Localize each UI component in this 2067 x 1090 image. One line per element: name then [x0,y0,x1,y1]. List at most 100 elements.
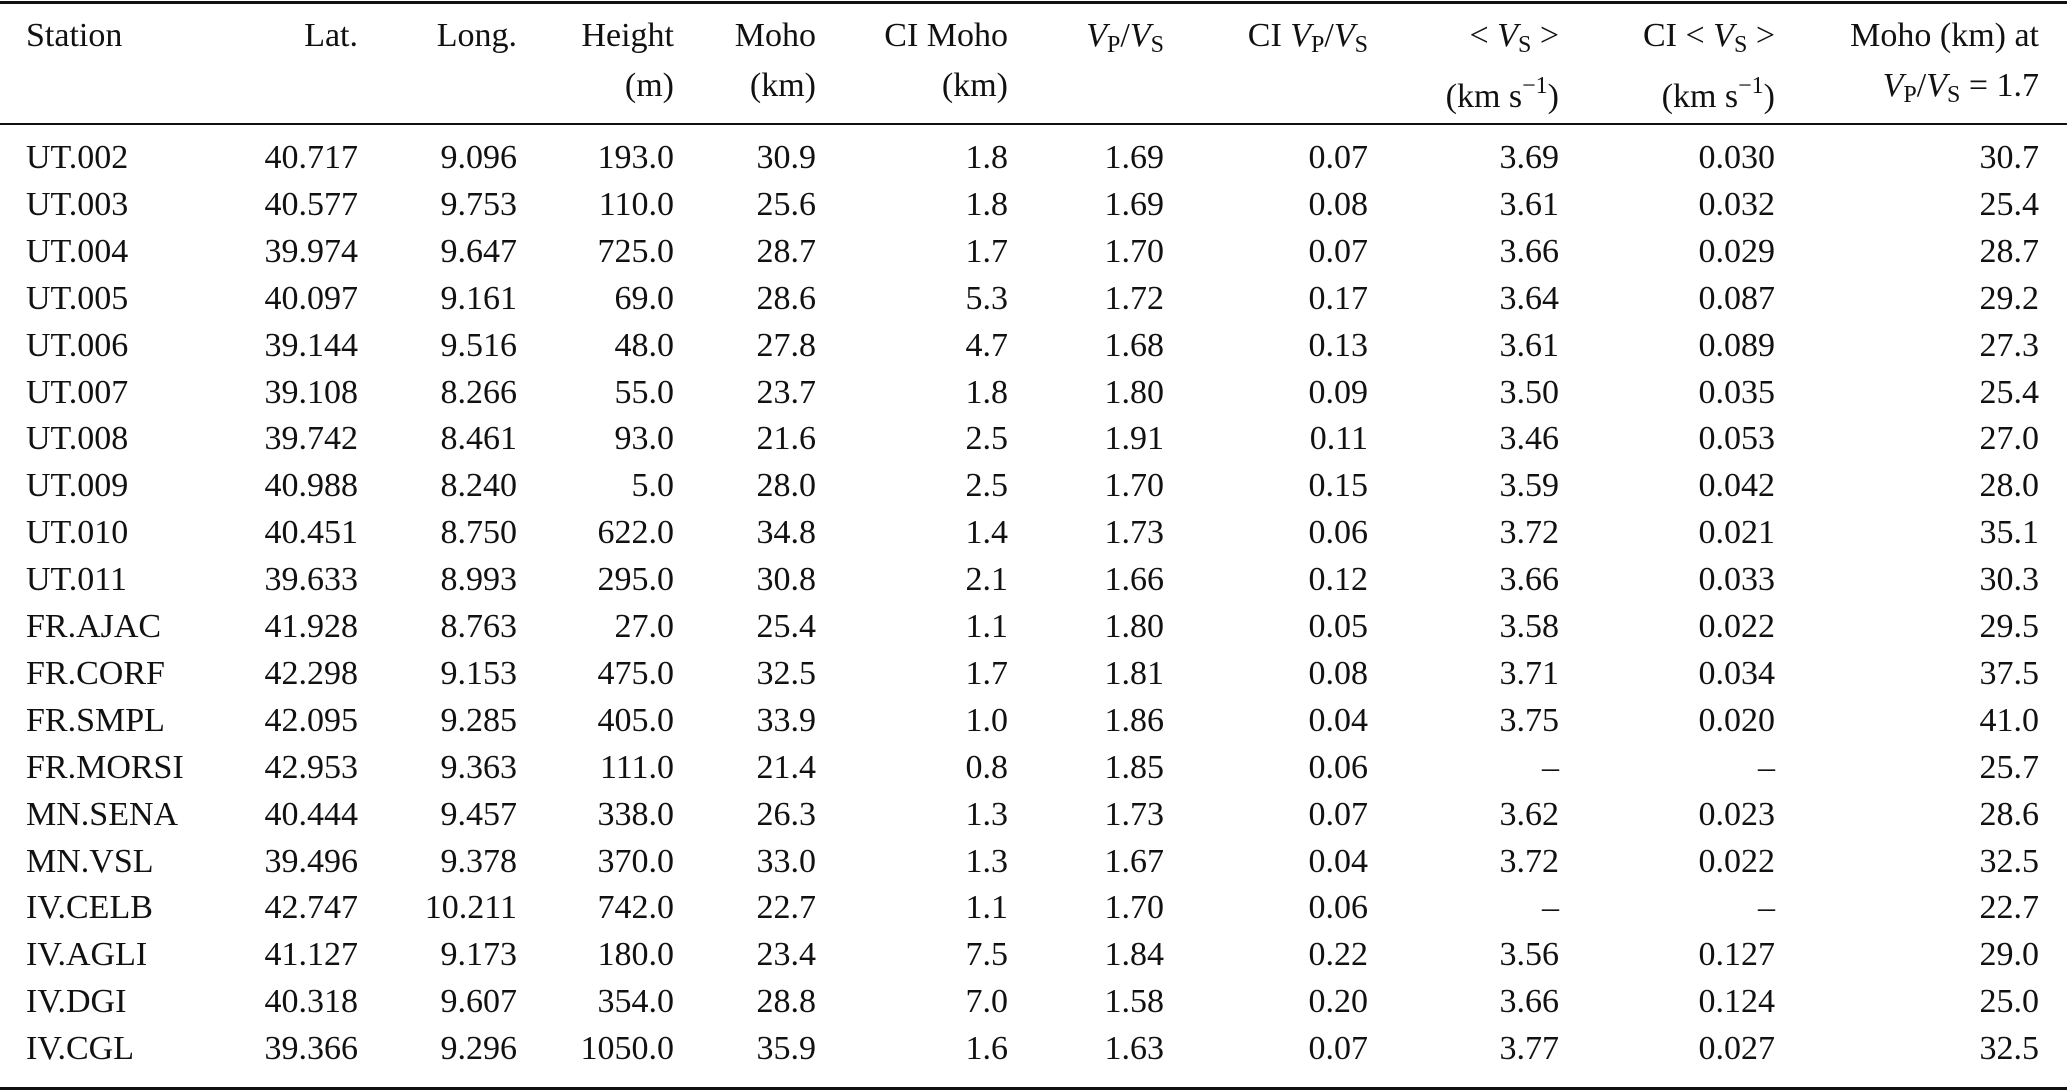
station-cell: UT.004 [26,232,129,270]
value-cell: 0.087 [1698,279,1776,317]
value-cell: 9.173 [440,936,518,974]
station-cell: UT.003 [26,185,129,223]
value-cell: 40.097 [264,279,359,317]
header-text: > [1531,17,1559,54]
header-cell: VP/VS [1086,16,1164,58]
header-cell: Long. [437,16,517,56]
value-cell: 1.3 [965,842,1009,880]
value-cell: 0.06 [1308,748,1369,786]
value-cell: 40.988 [264,467,359,505]
value-cell: 8.461 [440,420,518,458]
value-cell: 0.07 [1308,795,1369,833]
value-cell: 1.69 [1104,185,1165,223]
value-cell: 23.7 [756,373,817,411]
value-cell: 1.70 [1104,889,1165,927]
value-cell: 3.58 [1499,608,1560,645]
value-cell: – [1542,889,1559,927]
header-text: Lat. [304,17,358,54]
station-cell: UT.005 [26,279,129,317]
value-cell: – [1758,889,1775,927]
station-cell: UT.002 [26,139,129,176]
header-cell: (m) [625,66,674,106]
value-cell: 32.5 [756,654,817,692]
value-cell: 1.1 [965,608,1009,645]
value-cell: 29.0 [1979,936,2040,974]
value-cell: 3.69 [1499,139,1560,176]
header-cell: Lat. [304,16,358,56]
value-cell: 1.91 [1104,420,1165,458]
value-cell: 0.022 [1698,842,1776,880]
value-cell: 34.8 [756,514,817,552]
value-cell: 22.7 [1979,889,2040,927]
value-cell: 1.81 [1104,654,1165,692]
value-cell: 69.0 [614,279,675,317]
value-cell: 1.84 [1104,936,1165,974]
header-text: Moho (km) at [1850,17,2039,54]
value-cell: 1.6 [965,1030,1009,1068]
header-text: V [1086,17,1108,54]
header-text: S [1150,32,1164,58]
header-text: / [1120,17,1130,54]
value-cell: 25.6 [756,185,817,223]
value-cell: 93.0 [614,420,675,458]
value-cell: 25.7 [1979,748,2040,786]
value-cell: 1.63 [1104,1030,1165,1068]
header-text: V [1497,17,1518,54]
value-cell: 0.021 [1698,514,1776,552]
value-cell: 26.3 [756,795,817,833]
header-text: P [1903,82,1917,108]
header-text: P [1311,32,1325,58]
value-cell: 1.8 [965,139,1009,176]
value-cell: 0.06 [1308,889,1369,927]
station-cell: FR.CORF [26,654,165,692]
value-cell: 32.5 [1979,1030,2040,1068]
value-cell: 1.3 [965,795,1009,833]
value-cell: 39.496 [264,842,359,880]
value-cell: 39.974 [264,232,359,270]
value-cell: 9.096 [440,139,518,176]
header-text: CI [1247,17,1291,54]
value-cell: 28.7 [1979,232,2040,270]
value-cell: 8.240 [440,467,518,505]
value-cell: 35.1 [1979,514,2040,552]
value-cell: 25.4 [1979,185,2040,223]
value-cell: 35.9 [756,1030,817,1068]
value-cell: 1.86 [1104,701,1165,739]
value-cell: 1.0 [965,701,1009,739]
station-cell: IV.CELB [26,889,153,927]
value-cell: 28.8 [756,983,817,1021]
value-cell: 42.953 [264,748,359,786]
value-cell: 2.5 [965,467,1009,505]
header-text: V [1713,17,1734,54]
header-cell: (km s−1) [1662,66,1775,115]
value-cell: 1.85 [1104,748,1165,786]
value-cell: 40.717 [264,139,359,176]
value-cell: 28.6 [1979,795,2040,833]
value-cell: 0.07 [1308,139,1369,176]
value-cell: 30.9 [756,139,817,176]
header-text: (km s [1661,78,1739,115]
value-cell: 370.0 [597,842,675,880]
value-cell: 0.030 [1698,139,1776,176]
header-cell: CI Moho [884,16,1008,56]
header-cell: Height [581,16,674,56]
header-cell: < VS > [1469,16,1559,58]
value-cell: 42.747 [264,889,359,927]
header-cell: (km) [750,66,816,106]
value-cell: 25.4 [756,608,817,645]
value-cell: 1.70 [1104,467,1165,505]
header-text: S [1733,32,1748,58]
value-cell: 9.647 [440,232,518,270]
value-cell: 110.0 [598,185,674,223]
value-cell: 0.04 [1308,842,1369,880]
value-cell: 5.3 [965,279,1009,317]
value-cell: 33.9 [756,701,817,739]
header-text: S [1517,32,1532,58]
value-cell: 742.0 [597,889,675,927]
header-text: P [1107,32,1121,58]
value-cell: 3.75 [1499,701,1560,739]
value-cell: 111.0 [600,748,674,786]
header-cell: CI VP/VS [1247,16,1368,58]
value-cell: 0.20 [1308,983,1369,1021]
value-cell: 41.0 [1979,701,2040,739]
